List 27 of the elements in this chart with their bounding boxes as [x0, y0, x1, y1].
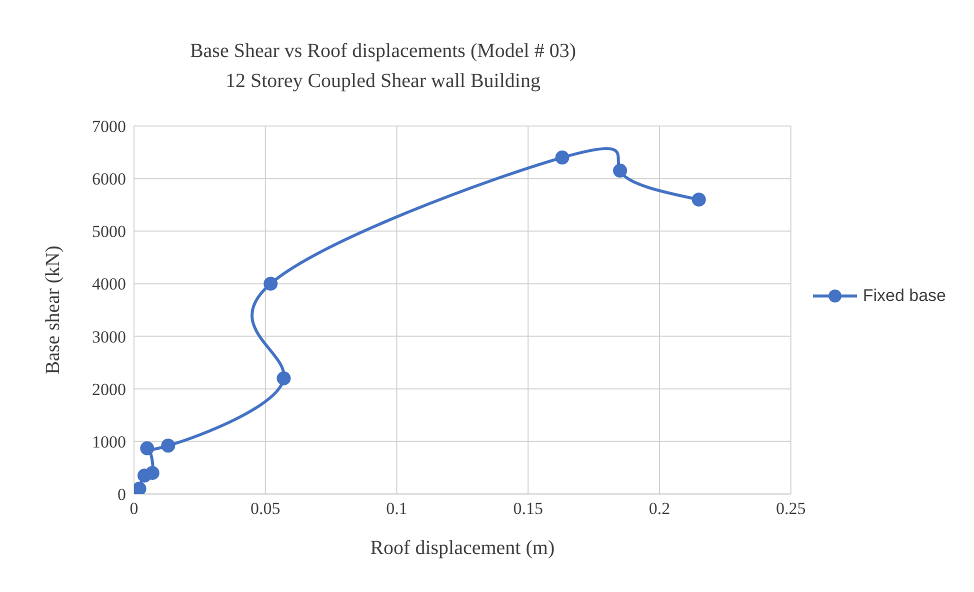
y-tick-label: 3000	[92, 327, 126, 346]
y-tick-label: 5000	[92, 222, 126, 242]
x-tick-label: 0.05	[250, 499, 280, 518]
y-tick-label: 2000	[92, 380, 126, 399]
x-axis-title: Roof displacement (m)	[370, 537, 555, 559]
y-axis-title: Base shear (kN)	[42, 246, 64, 374]
point	[692, 192, 706, 207]
x-tick-label: 0	[130, 499, 138, 518]
point	[145, 466, 160, 480]
point	[140, 441, 154, 456]
x-tick-label: 0.1	[386, 499, 408, 518]
point	[555, 150, 570, 165]
y-tick-label: 6000	[92, 170, 126, 189]
y-tick-label: 1000	[92, 432, 126, 452]
x-tick-label: 0.25	[776, 499, 806, 518]
x-tick-label: 0.15	[513, 499, 543, 518]
point	[264, 276, 278, 291]
y-tick-label: 0	[118, 485, 126, 504]
chart-subtitle: 12 Storey Coupled Shear wall Building	[224, 69, 542, 94]
chart-title: Base Shear vs Roof displacements (Model # 03)	[188, 39, 578, 64]
point	[613, 164, 628, 178]
legend-label: Fixed base	[862, 286, 946, 306]
y-tick-label: 7000	[92, 117, 126, 136]
y-tick-label: 4000	[92, 274, 126, 294]
point	[276, 371, 291, 386]
x-tick-label: 0.2	[648, 499, 670, 518]
point	[161, 438, 176, 453]
